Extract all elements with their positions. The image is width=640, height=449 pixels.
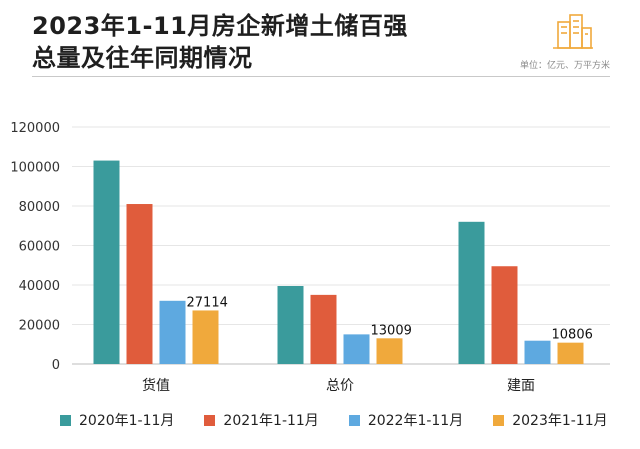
bar: [192, 310, 219, 364]
legend-item: 2021年1-11月: [204, 410, 319, 430]
y-tick-label: 20000: [19, 319, 60, 334]
legend-item: 2023年1-11月: [493, 410, 608, 430]
y-tick-label: 0: [52, 358, 60, 373]
legend-label: 2020年1-11月: [79, 413, 175, 429]
legend-swatch: [348, 414, 360, 426]
category-label: 建面: [507, 378, 535, 394]
bar: [126, 204, 153, 364]
bar: [310, 294, 337, 364]
bar: [376, 338, 403, 364]
chart-legend: 2020年1-11月 2021年1-11月 2022年1-11月 2023年1-11月: [60, 410, 620, 430]
legend-swatch: [493, 414, 505, 426]
header-divider: [32, 76, 610, 77]
data-label: 27114: [187, 295, 228, 310]
legend-label: 2023年1-11月: [512, 413, 608, 429]
data-label: 10806: [552, 328, 593, 343]
bar: [524, 340, 551, 364]
y-tick-label: 60000: [19, 240, 60, 255]
chart-title: 2023年1-11月房企新增土储百强 总量及往年同期情况: [32, 10, 408, 74]
title-line-2: 总量及往年同期情况: [32, 44, 253, 72]
category-label: 总价: [326, 378, 354, 394]
legend-label: 2022年1-11月: [367, 413, 464, 429]
legend-label: 2021年1-11月: [223, 413, 319, 429]
data-label: 13009: [371, 323, 412, 338]
y-tick-label: 40000: [19, 279, 60, 294]
unit-note: 单位：亿元、万平方米: [519, 61, 610, 71]
legend-swatch: [204, 414, 216, 426]
title-line-1: 2023年1-11月房企新增土储百强: [32, 12, 408, 40]
category-label: 货值: [142, 377, 170, 394]
bar: [458, 221, 485, 364]
y-tick-label: 120000: [10, 121, 60, 136]
legend-item: 2020年1-11月: [60, 410, 174, 430]
legend-swatch: [60, 414, 71, 426]
bar: [93, 160, 120, 364]
bar: [557, 342, 584, 364]
buildings-logo-icon: [553, 14, 593, 49]
y-tick-label: 100000: [10, 161, 60, 176]
bar: [277, 285, 304, 364]
y-tick-label: 80000: [19, 200, 60, 215]
bar: [491, 266, 518, 364]
bar: [343, 334, 370, 364]
bar: [159, 300, 186, 364]
legend-item: 2022年1-11月: [348, 410, 464, 430]
